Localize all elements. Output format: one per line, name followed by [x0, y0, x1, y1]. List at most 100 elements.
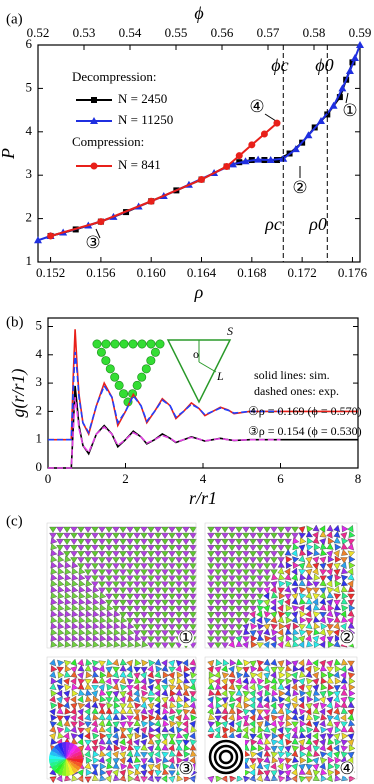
particle [140, 726, 147, 735]
particle [162, 671, 170, 679]
particle [242, 575, 250, 582]
particle [242, 731, 250, 740]
particle [305, 556, 313, 564]
particle [112, 769, 119, 777]
particle [119, 738, 126, 746]
particle [182, 733, 190, 741]
particle [98, 660, 106, 667]
particle [298, 640, 305, 649]
particle [221, 642, 229, 649]
particle [189, 539, 197, 545]
particle [319, 575, 327, 583]
particle [161, 701, 168, 710]
particle [320, 757, 328, 765]
particle [333, 585, 340, 594]
particle [292, 689, 300, 697]
particle [207, 593, 215, 600]
x2-tick-label: 0.59 [349, 25, 372, 40]
particle [347, 573, 355, 581]
particle [161, 551, 169, 558]
particle [105, 707, 113, 715]
particle [189, 732, 196, 740]
particle [207, 642, 215, 649]
particle [64, 585, 72, 593]
particle [189, 618, 197, 625]
particle [312, 721, 320, 729]
particle [263, 539, 271, 545]
particle [228, 624, 236, 631]
particle [263, 672, 271, 680]
particle [312, 732, 319, 740]
particle [119, 696, 126, 704]
particle [98, 545, 106, 552]
particle [106, 762, 114, 770]
particle [313, 695, 321, 703]
particle [189, 599, 197, 606]
particle [119, 587, 127, 594]
particle [249, 551, 257, 558]
particle [270, 683, 277, 692]
particle [313, 549, 321, 557]
particle [175, 612, 183, 619]
particle [347, 538, 356, 545]
particle [140, 575, 148, 582]
particle [147, 606, 155, 612]
particle [168, 762, 176, 770]
particle [298, 768, 306, 775]
particle [298, 526, 306, 534]
particle [270, 526, 278, 533]
particle [228, 670, 236, 678]
legend-header: Decompression: [72, 69, 156, 84]
particle [176, 726, 184, 734]
particle [92, 585, 100, 593]
particle [291, 745, 300, 752]
particle [270, 532, 278, 539]
particle [270, 545, 278, 552]
y-tick-label: 0 [36, 459, 43, 474]
particle [284, 695, 291, 703]
particle [327, 671, 335, 679]
particle [306, 726, 314, 734]
y-tick-label: 3 [26, 166, 33, 181]
particle [326, 574, 334, 582]
particle [340, 745, 349, 752]
particle [77, 683, 85, 690]
particle [347, 739, 355, 747]
particle [277, 557, 285, 564]
particle [277, 678, 286, 685]
particle [319, 562, 327, 570]
particle [85, 671, 93, 679]
particle [175, 714, 182, 722]
particle [154, 618, 162, 625]
particle [183, 671, 191, 679]
particle [326, 774, 333, 783]
particle [207, 563, 215, 570]
particle [113, 634, 121, 642]
particle [182, 726, 189, 734]
particle [119, 551, 127, 558]
particle [326, 666, 334, 673]
particle [235, 725, 243, 733]
particle [154, 719, 162, 727]
snapshot-label: ④ [339, 759, 354, 778]
particle [326, 696, 334, 704]
particle [84, 721, 92, 728]
particle [78, 640, 86, 648]
particle [215, 696, 223, 703]
particle [306, 543, 314, 551]
particle [119, 606, 127, 612]
particle [277, 733, 285, 741]
particle [154, 658, 162, 666]
particle [168, 770, 176, 777]
particle [313, 750, 321, 757]
particle [263, 551, 271, 558]
particle [105, 551, 113, 558]
particle [298, 678, 305, 686]
particle [134, 732, 142, 740]
particle [182, 593, 190, 600]
x2-tick-label: 0.55 [165, 25, 188, 40]
particle [228, 593, 236, 600]
particle [162, 707, 170, 715]
arrow [264, 113, 277, 122]
particle [126, 569, 134, 576]
